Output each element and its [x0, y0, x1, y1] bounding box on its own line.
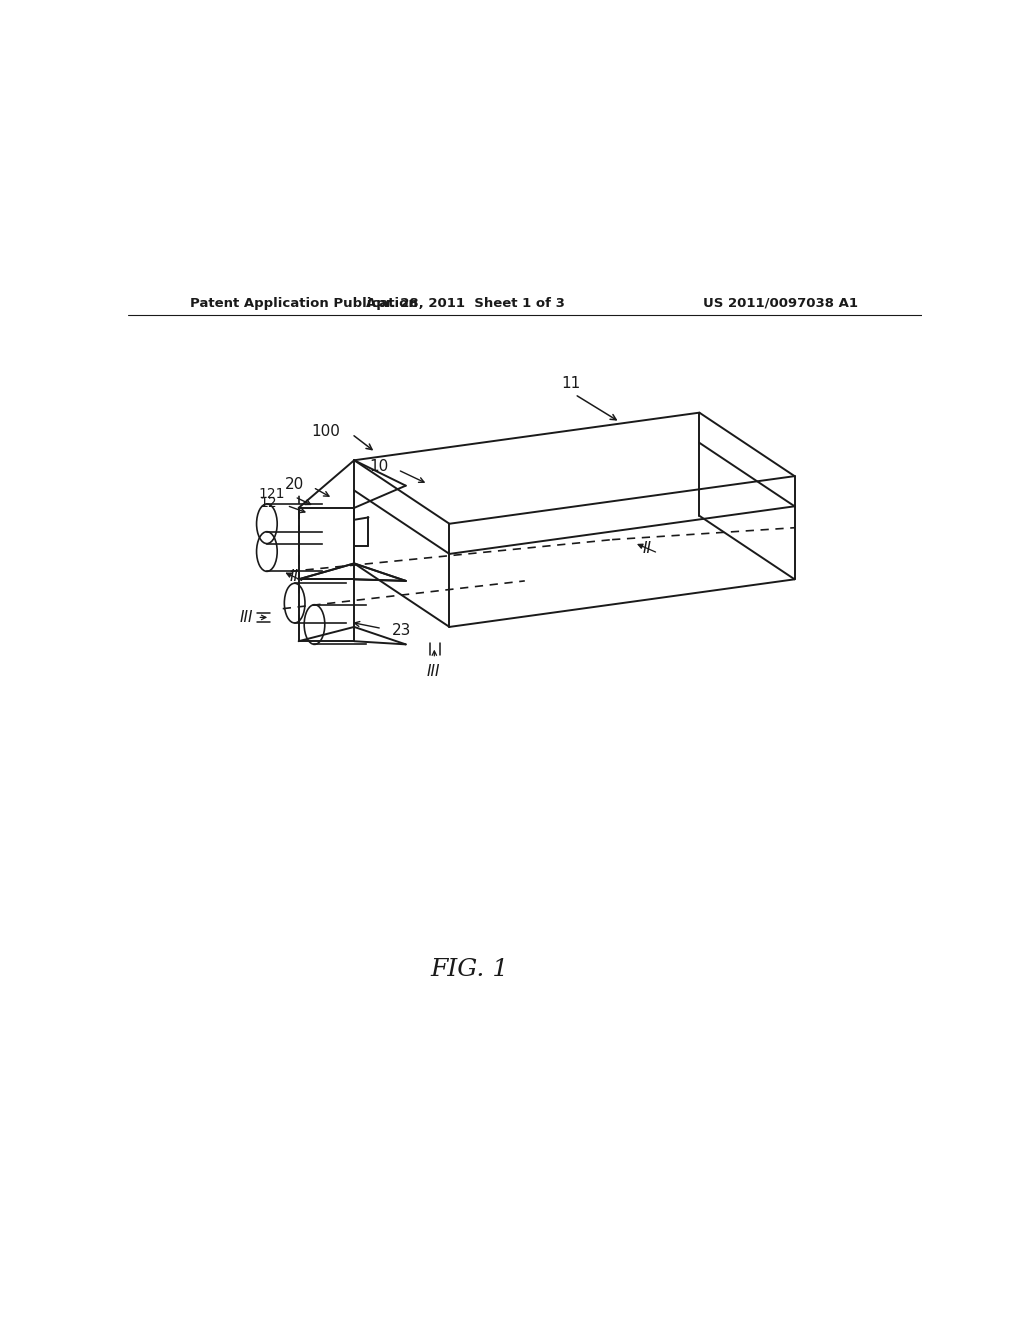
Text: 121: 121	[259, 487, 285, 502]
Text: 100: 100	[312, 424, 341, 440]
Text: II: II	[642, 541, 651, 556]
Text: 23: 23	[391, 623, 411, 639]
Text: 10: 10	[369, 459, 388, 474]
Text: III: III	[240, 610, 253, 624]
Text: US 2011/0097038 A1: US 2011/0097038 A1	[703, 297, 858, 310]
Text: 11: 11	[561, 376, 581, 391]
Text: III: III	[427, 664, 440, 680]
Text: 12: 12	[259, 496, 278, 510]
Text: 20: 20	[285, 477, 304, 491]
Text: II: II	[289, 569, 298, 583]
Text: Apr. 28, 2011  Sheet 1 of 3: Apr. 28, 2011 Sheet 1 of 3	[366, 297, 564, 310]
Text: FIG. 1: FIG. 1	[430, 958, 508, 981]
Text: Patent Application Publication: Patent Application Publication	[189, 297, 418, 310]
